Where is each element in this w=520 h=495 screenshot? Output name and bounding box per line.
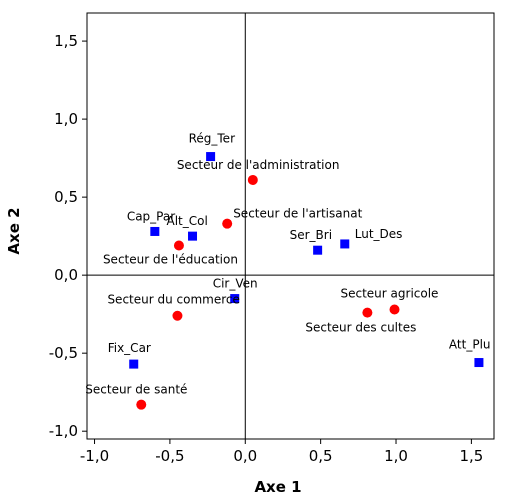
data-points — [129, 152, 484, 410]
circle-point — [136, 399, 147, 410]
x-tick-label: 0,0 — [233, 447, 257, 465]
y-tick-label: 1,0 — [54, 110, 78, 128]
y-axis-ticks: 1,5 1,0 0,5 0,0 -0,5 -1,0 — [49, 32, 87, 440]
circle-point — [222, 218, 233, 229]
point-label: Ser_Bri — [290, 228, 332, 242]
y-tick-label: 0,0 — [54, 266, 78, 284]
point-label: Secteur de l'artisanat — [233, 207, 362, 221]
y-tick-label: 0,5 — [54, 188, 78, 206]
circle-point — [362, 307, 373, 318]
point-label: Secteur des cultes — [305, 321, 416, 335]
circle-point — [173, 240, 184, 251]
square-point — [206, 152, 216, 162]
point-label: Alt_Col — [167, 214, 208, 228]
point-label: Secteur de santé — [85, 383, 187, 397]
point-label: Cir_Ven — [213, 277, 258, 291]
y-axis-title: Axe 2 — [5, 207, 23, 254]
point-label: Cap_Par — [127, 209, 175, 223]
circle-point — [247, 174, 258, 185]
x-tick-label: -1,0 — [80, 447, 109, 465]
x-tick-label: -0,5 — [155, 447, 184, 465]
square-point — [129, 359, 139, 369]
point-label: Secteur du commerce — [107, 293, 239, 307]
square-point — [313, 245, 323, 255]
x-axis-ticks: -1,0 -0,5 0,0 0,5 1,0 1,5 — [80, 439, 483, 465]
plot-frame — [86, 12, 495, 440]
y-tick-label: -0,5 — [49, 344, 78, 362]
circle-point — [389, 304, 400, 315]
y-tick-label: 1,5 — [54, 32, 78, 50]
square-point — [230, 294, 240, 304]
point-label: Lut_Des — [355, 227, 403, 241]
x-tick-label: 1,0 — [384, 447, 408, 465]
x-tick-label: 1,5 — [459, 447, 483, 465]
square-point — [188, 231, 198, 241]
square-point — [150, 226, 160, 236]
point-label: Secteur de l'éducation — [103, 253, 238, 267]
y-tick-label: -1,0 — [49, 422, 78, 440]
x-tick-label: 0,5 — [309, 447, 333, 465]
reference-lines — [87, 13, 494, 439]
point-label: Att_Plu — [449, 338, 491, 352]
x-axis-title: Axe 1 — [254, 478, 301, 495]
point-label: Secteur agricole — [341, 286, 439, 300]
point-label: Secteur de l'administration — [177, 158, 340, 172]
point-label: Rég_Ter — [189, 132, 235, 146]
circle-point — [172, 310, 183, 321]
square-point — [474, 358, 484, 368]
point-label: Fix_Car — [108, 341, 151, 355]
square-point — [340, 239, 350, 249]
